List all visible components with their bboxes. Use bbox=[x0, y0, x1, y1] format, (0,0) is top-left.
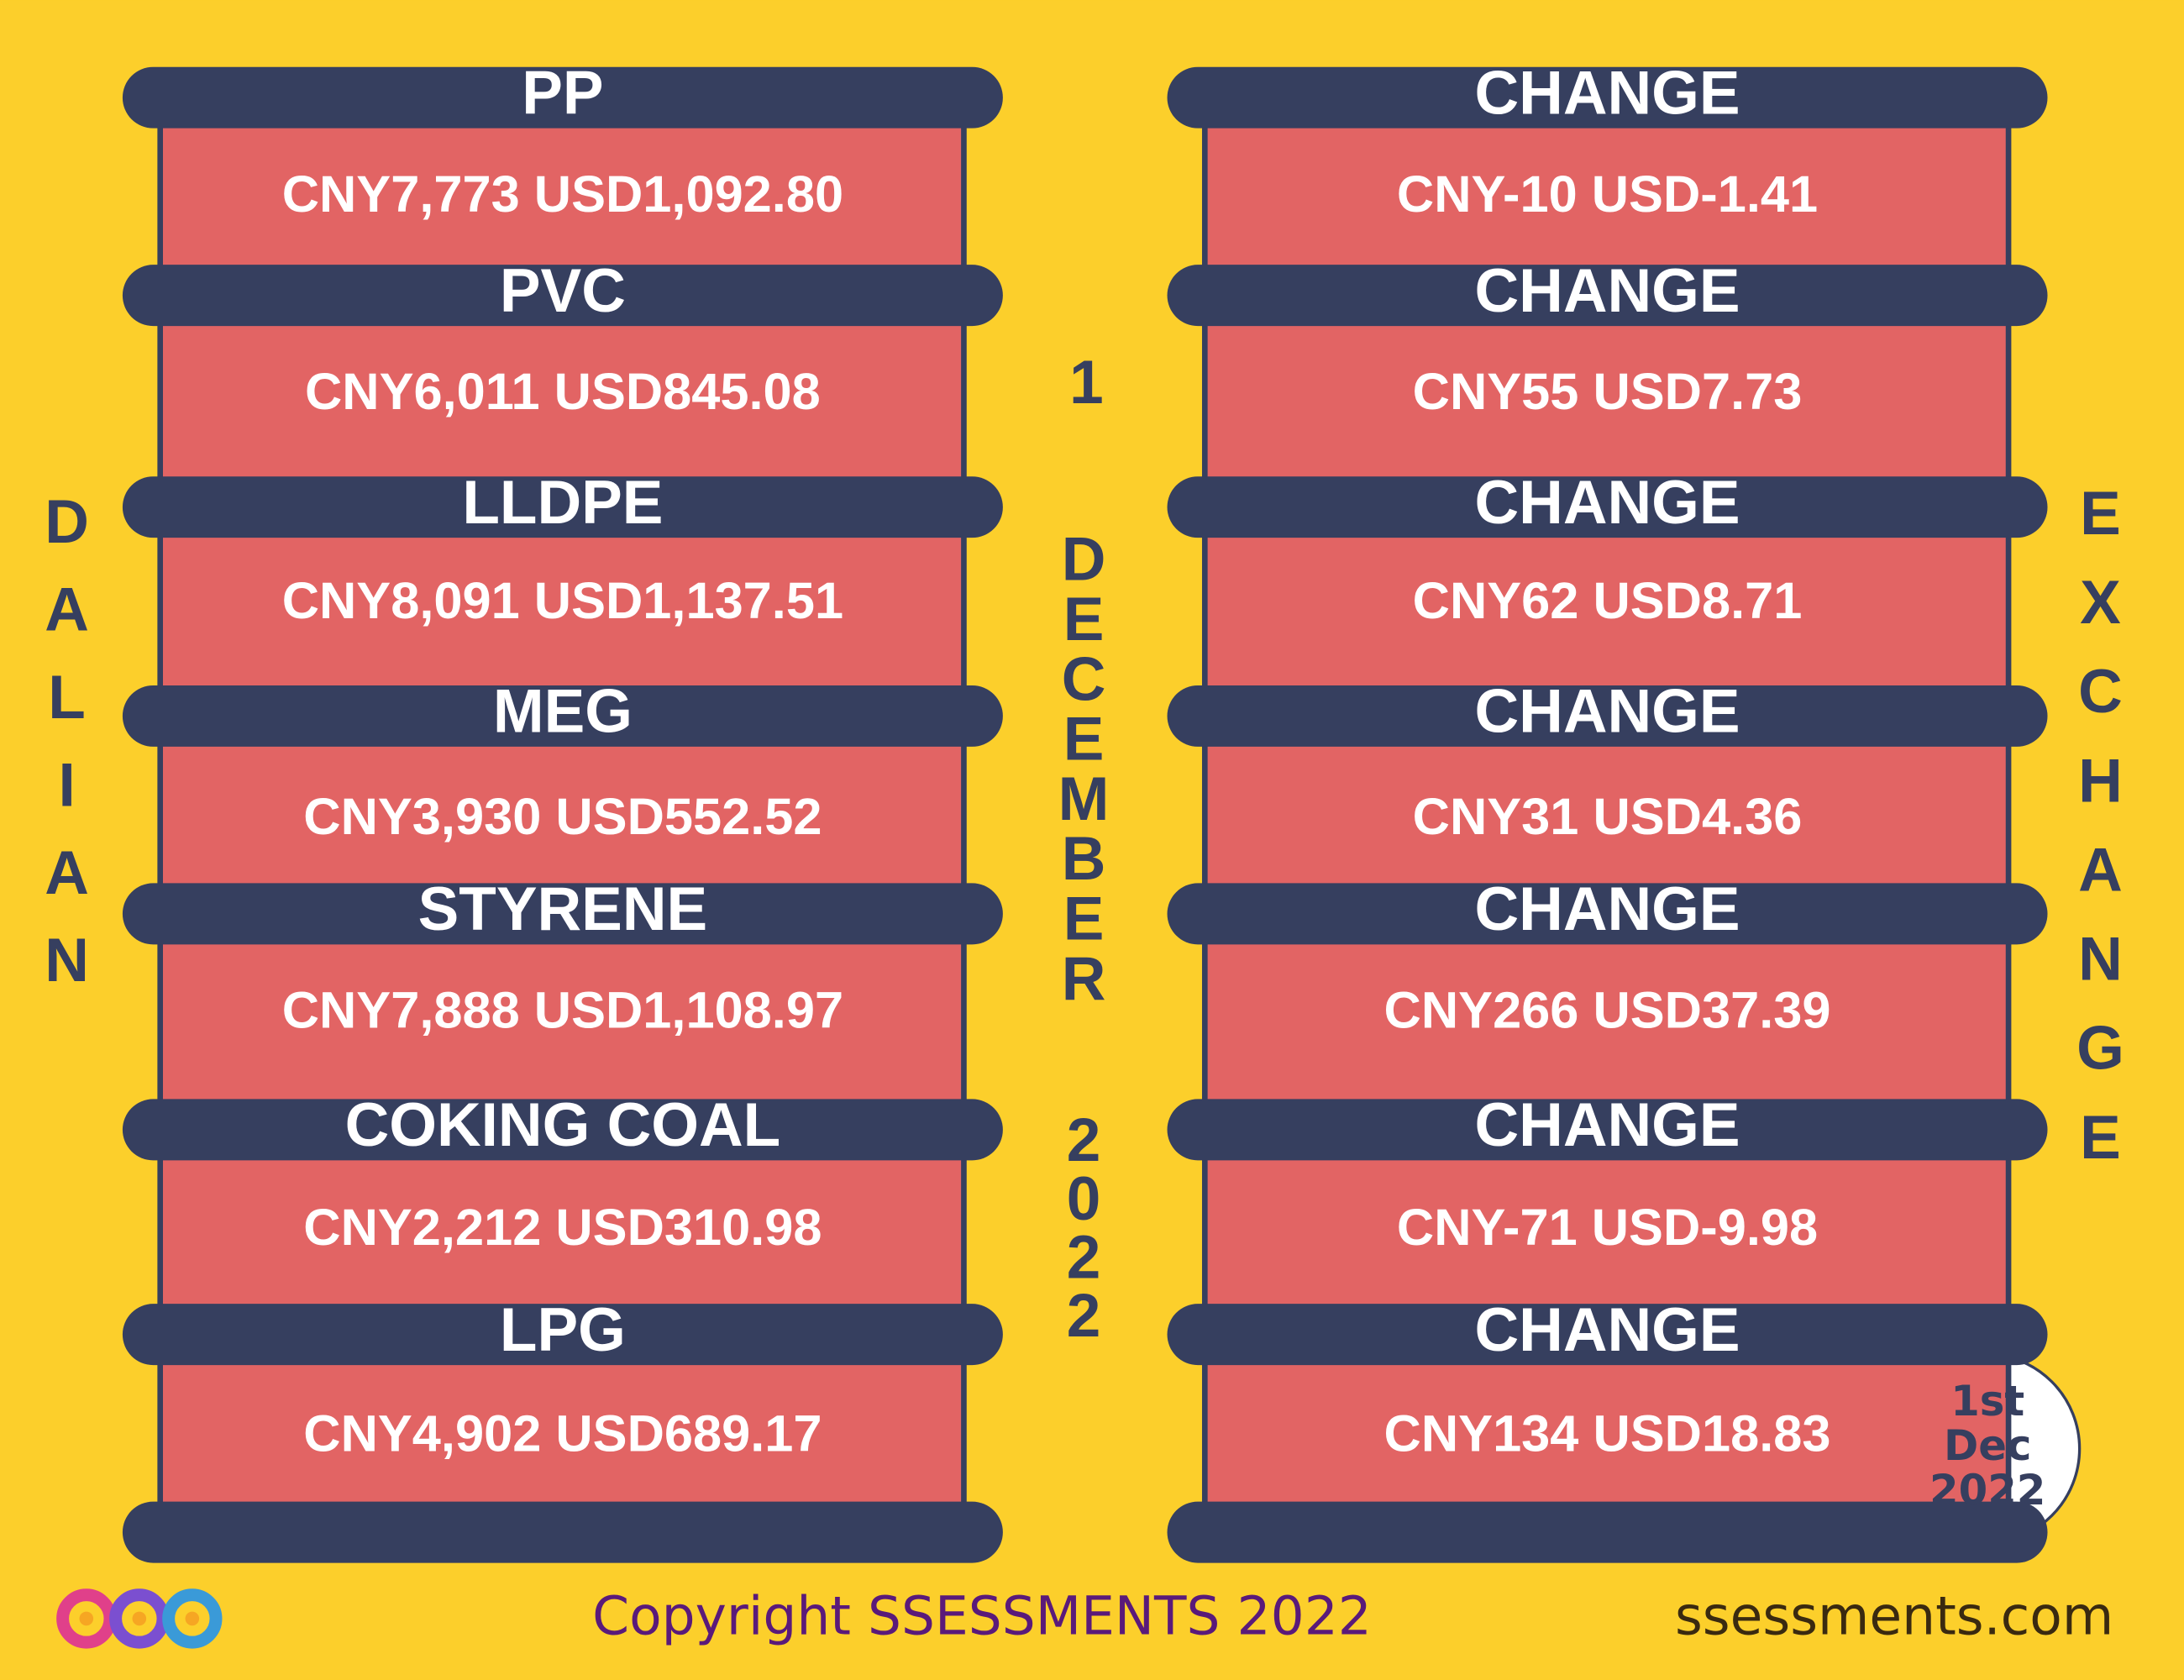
divider-bar bbox=[1167, 476, 2048, 538]
divider-bar bbox=[122, 476, 1003, 538]
divider-bar bbox=[122, 685, 1003, 747]
badge-text: Dec bbox=[1944, 1421, 2032, 1470]
divider-bar bbox=[122, 1304, 1003, 1366]
item-value: CNY-10 USD-1.41 bbox=[1397, 165, 1818, 223]
item-value: CNY266 USD37.39 bbox=[1384, 981, 1831, 1039]
item-header: CHANGE bbox=[1474, 257, 1740, 325]
divider-bar bbox=[1167, 883, 2048, 945]
copyright: Copyright SSESSMENTS 2022 bbox=[592, 1586, 1372, 1647]
divider-bar bbox=[122, 883, 1003, 945]
item-header: CHANGE bbox=[1474, 1296, 1740, 1364]
badge-text: 1st bbox=[1950, 1377, 2024, 1425]
item-header: CHANGE bbox=[1474, 1091, 1740, 1159]
item-header: CHANGE bbox=[1474, 875, 1740, 943]
item-value: CNY6,011 USD845.08 bbox=[305, 363, 821, 421]
item-header: COKING COAL bbox=[345, 1091, 781, 1159]
item-value: CNY2,212 USD310.98 bbox=[303, 1199, 822, 1257]
item-value: CNY3,930 USD552.52 bbox=[303, 788, 822, 846]
website: ssessments.com bbox=[1675, 1586, 2113, 1647]
divider-bar bbox=[122, 1501, 1003, 1563]
item-value: CNY-71 USD-9.98 bbox=[1397, 1199, 1818, 1257]
item-header: CHANGE bbox=[1474, 469, 1740, 537]
item-value: CNY62 USD8.71 bbox=[1413, 572, 1803, 630]
item-header: PP bbox=[522, 59, 603, 127]
item-value: CNY4,902 USD689.17 bbox=[303, 1405, 822, 1463]
divider-bar bbox=[1167, 66, 2048, 129]
item-value: CNY7,888 USD1,108.97 bbox=[282, 981, 843, 1039]
divider-bar bbox=[1167, 1099, 2048, 1161]
item-header: STYRENE bbox=[418, 875, 708, 943]
item-value: CNY8,091 USD1,137.51 bbox=[282, 572, 843, 630]
item-value: CNY31 USD4.36 bbox=[1413, 788, 1803, 846]
divider-bar bbox=[122, 265, 1003, 327]
divider-bar bbox=[1167, 1501, 2048, 1563]
item-header: MEG bbox=[493, 678, 633, 746]
item-header: CHANGE bbox=[1474, 59, 1740, 127]
divider-bar bbox=[1167, 685, 2048, 747]
item-header: PVC bbox=[500, 257, 626, 325]
item-header: LPG bbox=[500, 1296, 626, 1364]
side-label-center: 1 bbox=[1069, 349, 1104, 417]
logo bbox=[56, 1588, 223, 1649]
divider-bar bbox=[122, 66, 1003, 129]
badge-text: 2022 bbox=[1929, 1466, 2045, 1515]
divider-bar bbox=[1167, 265, 2048, 327]
panel bbox=[1201, 94, 2012, 1536]
item-header: LLDPE bbox=[462, 469, 663, 537]
item-value: CNY55 USD7.73 bbox=[1413, 363, 1803, 421]
divider-bar bbox=[1167, 1304, 2048, 1366]
item-value: CNY134 USD18.83 bbox=[1384, 1405, 1831, 1463]
panel bbox=[157, 94, 967, 1536]
divider-bar bbox=[122, 1099, 1003, 1161]
item-header: CHANGE bbox=[1474, 678, 1740, 746]
item-value: CNY7,773 USD1,092.80 bbox=[282, 165, 843, 223]
